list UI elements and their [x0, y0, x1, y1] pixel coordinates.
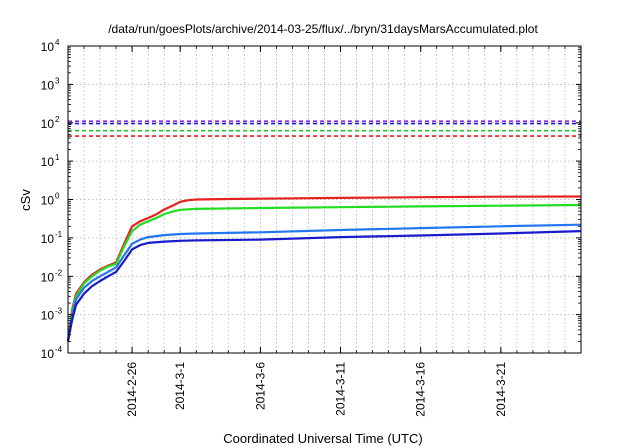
- reference-lines: [68, 120, 581, 137]
- y-tick-exponent: -1: [55, 230, 63, 239]
- x-axis-label: Coordinated Universal Time (UTC): [223, 431, 422, 446]
- y-tick-exponent: 1: [55, 153, 60, 162]
- y-tick-exponent: -2: [55, 268, 63, 277]
- series-group: [66, 195, 582, 342]
- y-tick-label: 10: [41, 309, 55, 323]
- grid: [68, 46, 581, 353]
- y-axis-label: cSv: [18, 189, 33, 211]
- x-axis: 2014-2-26 2014-3-1 2014-3-6 2014-3-11 2014-3…: [83, 46, 566, 417]
- x-tick-label: 2014-3-6: [253, 362, 267, 410]
- series-line: [66, 230, 582, 342]
- y-tick-exponent: 0: [55, 192, 60, 201]
- series-line: [66, 195, 582, 342]
- y-tick-exponent: 4: [55, 38, 60, 47]
- y-tick-label: 10: [41, 194, 55, 208]
- x-tick-label: 2014-3-11: [334, 362, 348, 416]
- y-tick-exponent: -3: [55, 307, 63, 316]
- y-tick-label: 10: [41, 347, 55, 361]
- y-tick-exponent: -4: [55, 345, 63, 354]
- x-tick-label: 2014-3-1: [173, 362, 187, 410]
- x-tick-label: 2014-3-16: [414, 362, 428, 417]
- chart-title: /data/run/goesPlots/archive/2014-03-25/f…: [108, 22, 538, 36]
- x-tick-label: 2014-3-21: [494, 362, 508, 417]
- x-tick-label: 2014-2-26: [125, 362, 139, 417]
- y-tick-label: 10: [41, 40, 55, 54]
- y-tick-exponent: 3: [55, 76, 60, 85]
- y-tick-label: 10: [41, 117, 55, 131]
- y-tick-label: 10: [41, 232, 55, 246]
- y-tick-label: 10: [41, 155, 55, 169]
- y-tick-exponent: 2: [55, 115, 60, 124]
- y-tick-label: 10: [41, 270, 55, 284]
- series-line: [66, 223, 582, 342]
- series-line: [66, 203, 582, 342]
- y-tick-label: 10: [41, 78, 55, 92]
